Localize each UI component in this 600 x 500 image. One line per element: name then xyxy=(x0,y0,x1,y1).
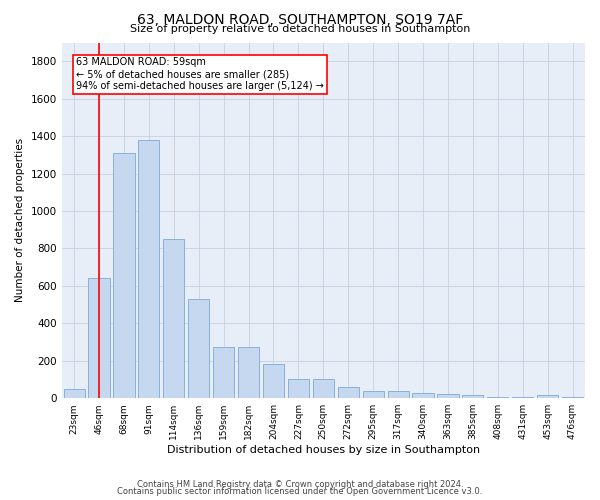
Text: 63 MALDON ROAD: 59sqm
← 5% of detached houses are smaller (285)
94% of semi-deta: 63 MALDON ROAD: 59sqm ← 5% of detached h… xyxy=(76,58,324,90)
Bar xyxy=(138,140,160,398)
Bar xyxy=(238,346,259,398)
Bar xyxy=(362,390,384,398)
Text: Size of property relative to detached houses in Southampton: Size of property relative to detached ho… xyxy=(130,24,470,34)
X-axis label: Distribution of detached houses by size in Southampton: Distribution of detached houses by size … xyxy=(167,445,480,455)
Bar xyxy=(313,378,334,398)
Bar xyxy=(188,299,209,398)
Bar xyxy=(213,346,234,398)
Bar xyxy=(88,278,110,398)
Bar xyxy=(288,378,309,398)
Text: Contains HM Land Registry data © Crown copyright and database right 2024.: Contains HM Land Registry data © Crown c… xyxy=(137,480,463,489)
Text: 63, MALDON ROAD, SOUTHAMPTON, SO19 7AF: 63, MALDON ROAD, SOUTHAMPTON, SO19 7AF xyxy=(137,12,463,26)
Bar xyxy=(388,390,409,398)
Bar xyxy=(113,153,134,398)
Bar xyxy=(462,396,484,398)
Bar xyxy=(64,389,85,398)
Bar xyxy=(338,387,359,398)
Text: Contains public sector information licensed under the Open Government Licence v3: Contains public sector information licen… xyxy=(118,488,482,496)
Bar xyxy=(537,396,558,398)
Y-axis label: Number of detached properties: Number of detached properties xyxy=(15,138,25,302)
Bar xyxy=(412,392,434,398)
Bar xyxy=(263,364,284,398)
Bar xyxy=(163,239,184,398)
Bar xyxy=(437,394,458,398)
